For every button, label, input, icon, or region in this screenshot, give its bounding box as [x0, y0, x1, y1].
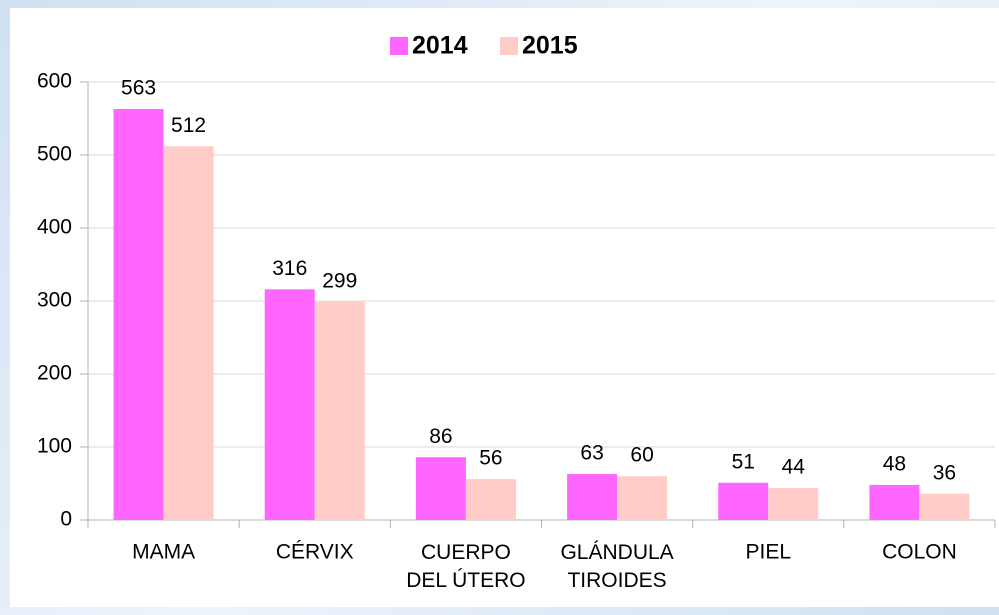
data-label: 512: [171, 114, 206, 137]
bar: [415, 457, 466, 520]
data-label: 63: [580, 442, 603, 465]
y-tick-label: 500: [37, 143, 72, 166]
y-tick-label: 300: [37, 289, 72, 312]
x-tick-label: COLON: [882, 541, 957, 564]
bar: [768, 487, 819, 520]
bar: [465, 479, 516, 520]
x-tick-label: CUERPO DEL ÚTERO: [406, 541, 525, 592]
data-label: 60: [630, 444, 653, 467]
bar: [314, 301, 365, 520]
bar: [163, 146, 214, 521]
bar: [264, 289, 315, 520]
x-tick-label: PIEL: [745, 541, 791, 564]
y-tick-label: 200: [37, 362, 72, 385]
bar: [919, 493, 970, 520]
data-label: 316: [272, 257, 307, 280]
legend-swatch: [500, 37, 518, 55]
legend-swatch: [390, 37, 408, 55]
data-label: 44: [782, 455, 806, 478]
x-tick-label: MAMA: [132, 541, 195, 564]
x-tick-label: GLÁNDULA TIROIDES: [560, 541, 673, 592]
data-label: 56: [479, 447, 502, 470]
data-label: 48: [883, 453, 906, 476]
bar: [113, 109, 164, 520]
legend-label: 2015: [522, 32, 578, 60]
bar: [617, 476, 668, 520]
x-tick-label: CÉRVIX: [276, 541, 354, 564]
data-label: 563: [121, 77, 156, 100]
bar: [718, 482, 769, 520]
legend-label: 2014: [412, 32, 468, 60]
y-tick-label: 400: [37, 216, 72, 239]
data-label: 36: [933, 461, 956, 484]
y-tick-label: 100: [37, 435, 72, 458]
y-tick-label: 0: [60, 508, 72, 531]
data-label: 299: [322, 269, 357, 292]
y-tick-label: 600: [37, 70, 72, 93]
data-label: 51: [732, 450, 755, 473]
data-label: 86: [429, 425, 452, 448]
bar: [869, 484, 920, 520]
bar: [567, 474, 618, 520]
